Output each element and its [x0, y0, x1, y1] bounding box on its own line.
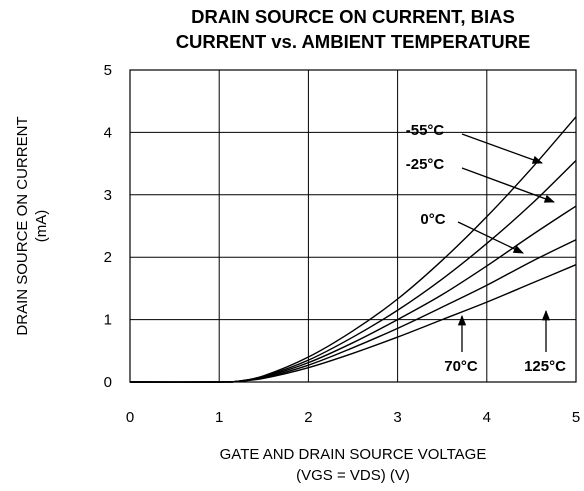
- x-tick-label: 0: [126, 409, 134, 426]
- plot-frame: [130, 70, 576, 382]
- x-tick-label: 5: [572, 409, 580, 426]
- series-line-0c: [130, 206, 576, 382]
- x-axis-label-line-1: GATE AND DRAIN SOURCE VOLTAGE: [130, 445, 576, 465]
- y-axis-label-line-2: (mA): [33, 210, 50, 243]
- annotation-label: 70°C: [444, 358, 478, 375]
- y-tick-label: 2: [104, 249, 112, 266]
- x-tick-label: 4: [483, 409, 491, 426]
- series-line-125c: [130, 265, 576, 382]
- y-axis-label-line-1: DRAIN SOURCE ON CURRENT: [14, 116, 31, 335]
- annotation-arrow: [458, 222, 523, 253]
- x-tick-label: 3: [393, 409, 401, 426]
- annotation-arrow: [462, 168, 554, 202]
- y-tick-label: 4: [104, 124, 112, 141]
- y-tick-label: 1: [104, 312, 112, 329]
- x-axis-label-line-2: (VGS = VDS) (V): [130, 466, 576, 486]
- y-axis-label: DRAIN SOURCE ON CURRENT (mA): [14, 116, 50, 335]
- annotation-arrow: [462, 134, 542, 163]
- y-tick-label: 0: [104, 374, 112, 391]
- annotation-label: 0°C: [420, 211, 445, 228]
- annotation-label: -25°C: [406, 156, 445, 173]
- y-tick-label: 3: [104, 187, 112, 204]
- annotation-label: -55°C: [406, 122, 445, 139]
- y-tick-label: 5: [104, 62, 112, 79]
- annotation-label: 125°C: [524, 358, 566, 375]
- series-line-70c: [130, 240, 576, 382]
- x-tick-label: 2: [304, 409, 312, 426]
- x-tick-label: 1: [215, 409, 223, 426]
